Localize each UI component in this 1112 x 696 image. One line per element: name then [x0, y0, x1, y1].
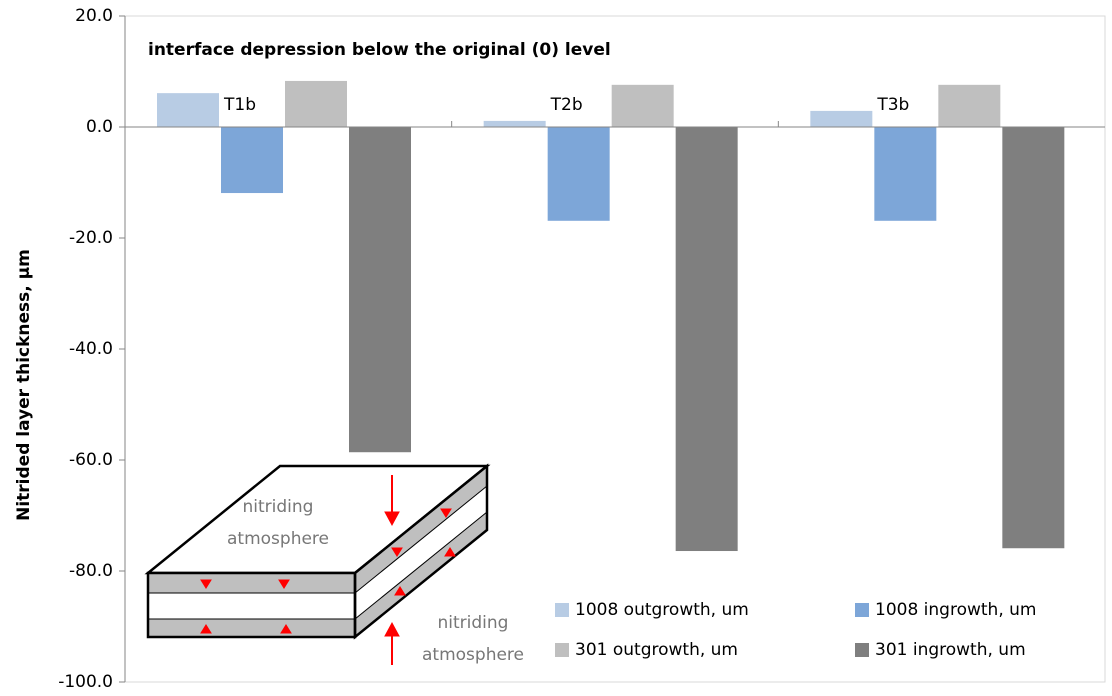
legend-swatch	[555, 603, 569, 617]
y-tick-label: -100.0	[58, 672, 113, 692]
y-tick-label: -20.0	[69, 228, 113, 248]
arrowhead	[385, 623, 399, 636]
y-tick-label: 0.0	[86, 117, 113, 137]
category-label: T1b	[223, 95, 256, 115]
legend-label: 1008 ingrowth, um	[875, 600, 1036, 620]
bar	[157, 93, 219, 127]
legend-label: 1008 outgrowth, um	[575, 600, 749, 620]
chart-title: interface depression below the original …	[148, 40, 611, 60]
annotation: atmosphere	[422, 645, 524, 665]
y-tick-label: -40.0	[69, 339, 113, 359]
legend-swatch	[855, 643, 869, 657]
annotation: nitriding	[243, 497, 314, 517]
category-label: T3b	[876, 95, 909, 115]
bar	[221, 127, 283, 193]
y-axis-label: Nitrided layer thickness, µm	[14, 249, 34, 521]
inset-diagram	[148, 466, 487, 665]
bar	[874, 127, 936, 221]
y-tick-label: -60.0	[69, 450, 113, 470]
layer	[148, 573, 355, 593]
bar	[484, 121, 546, 127]
bar	[612, 85, 674, 127]
y-tick-label: -80.0	[69, 561, 113, 581]
layer	[148, 619, 355, 637]
bar	[1002, 127, 1064, 548]
bar	[676, 127, 738, 551]
y-tick-label: 20.0	[75, 6, 113, 26]
bar	[285, 81, 347, 127]
legend-label: 301 outgrowth, um	[575, 640, 738, 660]
chart: interface depression below the original …	[0, 0, 1112, 696]
category-label: T2b	[550, 95, 583, 115]
annotation: nitriding	[438, 613, 509, 633]
bar	[349, 127, 411, 452]
annotation: atmosphere	[227, 529, 329, 549]
legend-swatch	[855, 603, 869, 617]
bar	[810, 111, 872, 127]
bar	[548, 127, 610, 221]
bar	[938, 85, 1000, 127]
legend-swatch	[555, 643, 569, 657]
legend-label: 301 ingrowth, um	[875, 640, 1026, 660]
